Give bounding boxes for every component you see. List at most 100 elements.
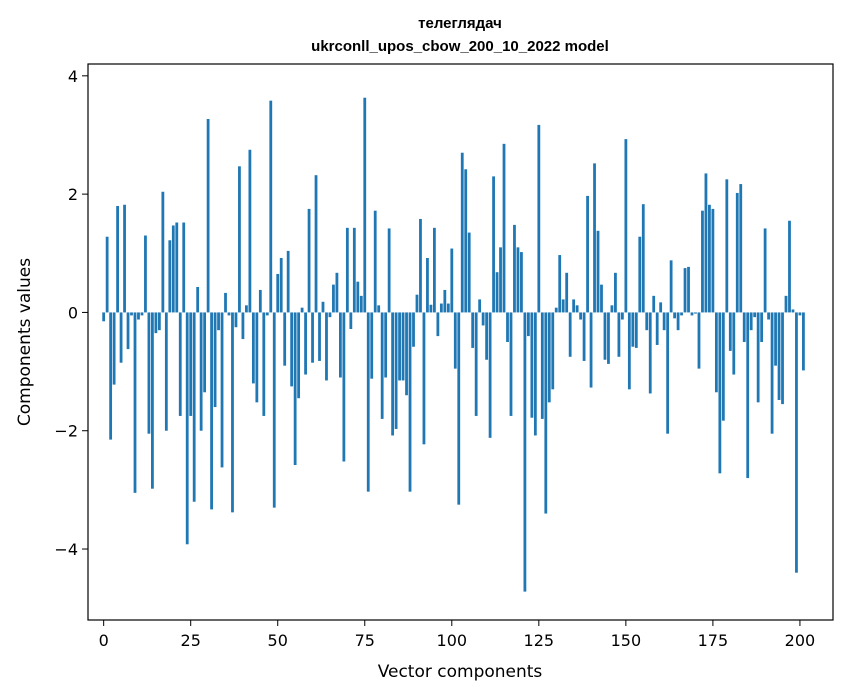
bar xyxy=(161,191,165,313)
bar xyxy=(760,312,764,342)
bar xyxy=(697,312,701,369)
chart-title-line-2: ukrconll_upos_cbow_200_10_2022 model xyxy=(311,38,609,55)
bar xyxy=(283,312,287,366)
bar xyxy=(499,247,502,313)
bar xyxy=(203,312,207,393)
bar xyxy=(554,307,558,313)
x-axis-ticks: 0 25 50 75 100 125 150 175 200 xyxy=(99,620,815,650)
bar xyxy=(600,284,603,313)
bar xyxy=(641,204,645,313)
bar xyxy=(363,97,367,313)
bar xyxy=(565,272,569,313)
bar xyxy=(540,312,544,419)
bar xyxy=(457,312,461,505)
bar xyxy=(589,312,593,388)
x-tick-label: 25 xyxy=(181,631,201,650)
bar xyxy=(777,312,781,400)
bar xyxy=(648,312,652,394)
bar xyxy=(464,169,468,313)
bar xyxy=(185,312,189,545)
bar xyxy=(687,266,690,313)
bar xyxy=(652,295,656,313)
bar xyxy=(662,312,666,331)
bar xyxy=(279,258,283,313)
bar xyxy=(798,312,802,316)
bar xyxy=(109,312,113,440)
bar xyxy=(460,152,464,313)
x-tick-label: 175 xyxy=(698,631,729,650)
bar xyxy=(192,312,196,502)
bar xyxy=(728,312,732,351)
bar xyxy=(151,312,154,489)
bar xyxy=(718,312,722,474)
bar xyxy=(617,312,621,357)
bar xyxy=(631,312,635,347)
bar xyxy=(596,230,600,313)
bar xyxy=(164,312,168,431)
bar xyxy=(669,260,673,313)
bar xyxy=(412,312,415,347)
x-axis-label: Vector components xyxy=(378,662,543,682)
bar xyxy=(133,312,137,493)
bar xyxy=(206,119,210,313)
bar xyxy=(516,247,520,313)
bar xyxy=(297,312,301,399)
bar xyxy=(714,312,718,393)
bar xyxy=(251,312,255,384)
bar xyxy=(349,312,353,329)
bar xyxy=(272,312,276,508)
bar xyxy=(694,312,697,314)
bar xyxy=(725,179,729,313)
bar xyxy=(492,176,495,313)
bar xyxy=(753,312,757,318)
bar xyxy=(645,312,649,331)
bar xyxy=(258,289,262,313)
bar xyxy=(356,281,360,313)
bar xyxy=(377,305,381,313)
bar xyxy=(690,312,694,316)
bar xyxy=(178,312,182,416)
bar xyxy=(802,312,805,371)
bar xyxy=(116,205,119,313)
bar xyxy=(408,312,412,492)
bar xyxy=(446,303,450,313)
bar xyxy=(680,312,683,316)
bar xyxy=(481,312,485,326)
bar xyxy=(439,303,443,313)
bar xyxy=(593,163,596,313)
bar xyxy=(384,312,388,378)
x-tick-label: 50 xyxy=(268,631,288,650)
bar xyxy=(171,225,175,313)
bar xyxy=(144,235,147,313)
bar xyxy=(328,312,332,318)
bar xyxy=(478,299,482,313)
bar xyxy=(276,273,280,313)
bar xyxy=(189,312,193,416)
bar xyxy=(676,312,680,331)
bar xyxy=(673,312,676,319)
bar xyxy=(526,312,530,337)
bar xyxy=(335,272,339,313)
bar xyxy=(620,312,624,320)
bar xyxy=(523,312,527,592)
bar xyxy=(220,312,224,468)
bar xyxy=(426,258,429,313)
bar xyxy=(624,139,628,313)
bar xyxy=(704,173,708,313)
bar xyxy=(394,312,398,429)
bar xyxy=(443,289,447,313)
bar xyxy=(495,272,499,313)
bar xyxy=(735,192,739,313)
bar xyxy=(422,312,426,445)
x-tick-label: 125 xyxy=(524,631,555,650)
bar xyxy=(770,312,774,434)
bar xyxy=(293,312,297,466)
bar xyxy=(784,295,788,313)
y-axis-label: Components values xyxy=(15,258,35,426)
bar xyxy=(739,184,743,313)
bar xyxy=(157,312,161,331)
bar xyxy=(175,222,179,313)
bar xyxy=(391,312,395,436)
bar xyxy=(551,312,555,390)
bar xyxy=(227,312,231,316)
